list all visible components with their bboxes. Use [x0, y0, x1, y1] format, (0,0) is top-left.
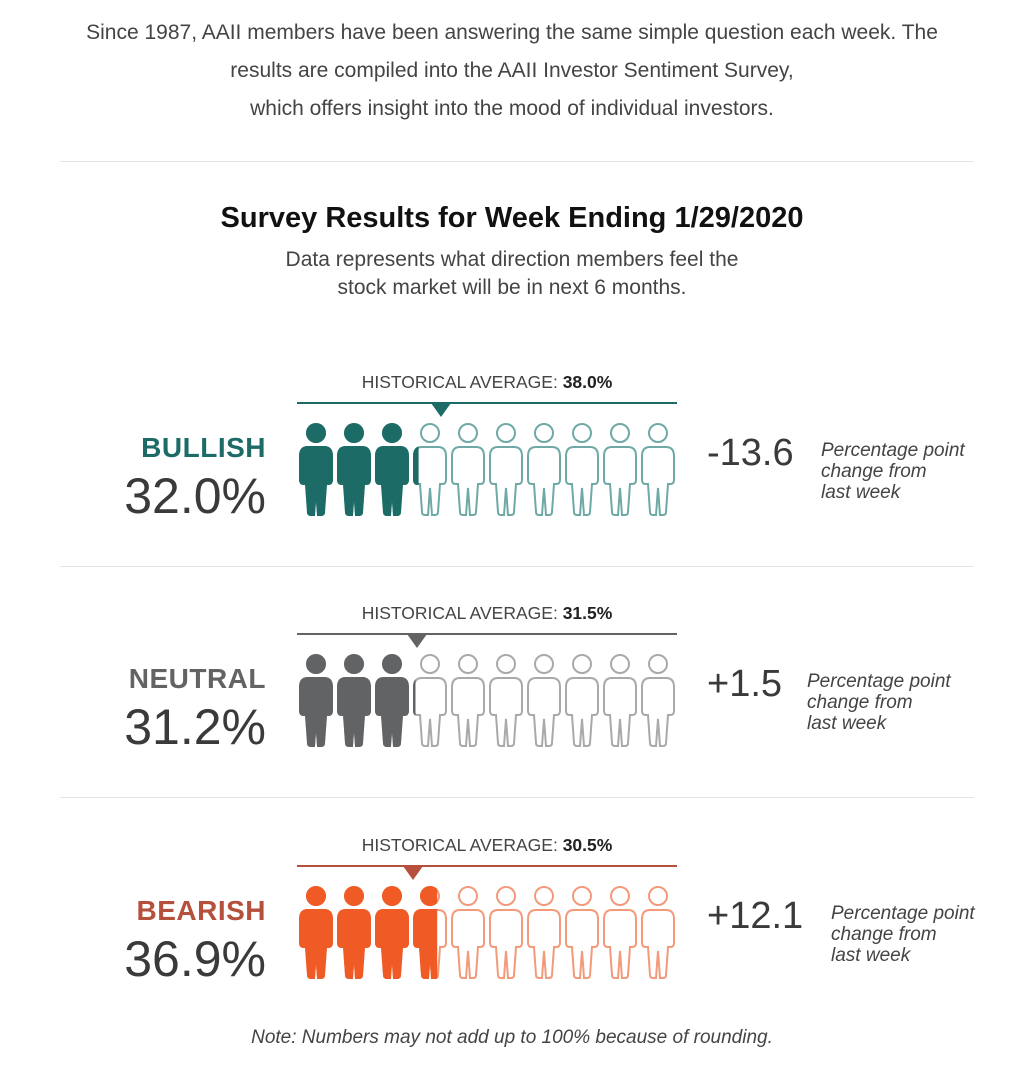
person-icon — [641, 886, 675, 979]
category-label: BEARISH — [136, 895, 266, 926]
historical-average-marker — [431, 403, 452, 417]
person-icon — [413, 654, 447, 747]
category-percentage: 32.0% — [124, 468, 266, 524]
intro-line-2: results are compiled into the AAII Inves… — [230, 59, 794, 82]
weekly-change-value: +1.5 — [707, 663, 783, 705]
historical-average-value: 30.5% — [562, 835, 613, 855]
historical-average-text: HISTORICAL AVERAGE: — [361, 603, 558, 623]
caption-line-1: Percentage point — [821, 440, 965, 461]
pictograph-icons — [299, 423, 675, 516]
historical-average-label: HISTORICAL AVERAGE: 30.5% — [297, 835, 677, 856]
person-icon — [641, 423, 675, 516]
person-icon-filled — [413, 679, 416, 716]
historical-average-line — [297, 865, 677, 867]
caption-line-2: change from — [831, 924, 937, 945]
category-label: NEUTRAL — [128, 663, 266, 694]
pictograph-icons — [299, 654, 675, 747]
historical-average-line — [297, 633, 677, 635]
person-icon — [527, 654, 561, 747]
sentiment-row-bullish: HISTORICAL AVERAGE: 38.0% BULLISH 32.0% … — [0, 372, 1024, 542]
person-icon-filled — [299, 886, 333, 979]
category-percentage: 31.2% — [124, 699, 266, 755]
pictograph-icons — [299, 886, 675, 979]
divider — [60, 797, 974, 798]
person-icon — [603, 423, 637, 516]
sentiment-row-bearish: HISTORICAL AVERAGE: 30.5% BEARISH 36.9% … — [0, 835, 1024, 1005]
historical-average-value: 38.0% — [562, 372, 613, 392]
historical-average-marker — [406, 634, 427, 648]
intro-text: Since 1987, AAII members have been answe… — [0, 14, 1024, 128]
person-icon — [603, 886, 637, 979]
person-icon — [603, 654, 637, 747]
person-icon — [527, 886, 561, 979]
historical-average-marker — [402, 866, 423, 880]
person-icon-filled — [375, 654, 409, 747]
weekly-change-caption: Percentage point change from last week — [821, 440, 1011, 503]
category-label: BULLISH — [141, 432, 266, 463]
caption-line-2: change from — [821, 461, 927, 482]
person-icon — [489, 423, 523, 516]
historical-average-text: HISTORICAL AVERAGE: — [361, 835, 558, 855]
person-icon-filled — [337, 886, 371, 979]
person-icon — [413, 423, 447, 516]
caption-line-3: last week — [821, 482, 901, 503]
sentiment-row-neutral: HISTORICAL AVERAGE: 31.5% NEUTRAL 31.2% … — [0, 603, 1024, 773]
person-icon — [451, 886, 485, 979]
caption-line-3: last week — [831, 945, 911, 966]
historical-average-line — [297, 402, 677, 404]
divider — [60, 566, 974, 567]
person-icon — [565, 886, 599, 979]
person-icon-filled — [337, 654, 371, 747]
caption-line-1: Percentage point — [807, 671, 951, 692]
historical-average-value: 31.5% — [562, 603, 613, 623]
person-icon — [565, 423, 599, 516]
filled-person-icons — [299, 423, 419, 516]
weekly-change-value: -13.6 — [707, 432, 794, 474]
rounding-note: Note: Numbers may not add up to 100% bec… — [251, 1027, 773, 1048]
survey-subtitle-line-1: Data represents what direction members f… — [285, 248, 739, 271]
person-icon — [565, 654, 599, 747]
person-icon — [451, 654, 485, 747]
historical-average-label: HISTORICAL AVERAGE: 38.0% — [297, 372, 677, 393]
person-icon-filled — [299, 654, 333, 747]
intro-line-1: Since 1987, AAII members have been answe… — [86, 21, 938, 44]
weekly-change-caption: Percentage point change from last week — [831, 903, 1021, 966]
survey-subtitle: Data represents what direction members f… — [0, 246, 1024, 302]
person-icon-filled — [375, 886, 409, 979]
weekly-change-caption: Percentage point change from last week — [807, 671, 997, 734]
category-percentage: 36.9% — [124, 931, 266, 987]
person-icon — [489, 654, 523, 747]
caption-line-2: change from — [807, 692, 913, 713]
person-icon-filled — [299, 423, 333, 516]
weekly-change-value: +12.1 — [707, 895, 804, 937]
person-icon-filled — [413, 886, 438, 979]
caption-line-3: last week — [807, 713, 887, 734]
filled-person-icons — [299, 654, 416, 747]
divider — [60, 161, 974, 162]
person-icon — [451, 423, 485, 516]
survey-subtitle-line-2: stock market will be in next 6 months. — [337, 276, 687, 299]
filled-person-icons — [299, 886, 438, 979]
person-icon-filled — [337, 423, 371, 516]
historical-average-label: HISTORICAL AVERAGE: 31.5% — [297, 603, 677, 624]
person-icon — [489, 886, 523, 979]
caption-line-1: Percentage point — [831, 903, 975, 924]
person-icon-filled — [375, 423, 409, 516]
intro-line-3: which offers insight into the mood of in… — [250, 97, 774, 120]
person-icon — [527, 423, 561, 516]
person-icon — [641, 654, 675, 747]
historical-average-text: HISTORICAL AVERAGE: — [361, 372, 558, 392]
person-icon-filled — [413, 446, 419, 485]
survey-title: Survey Results for Week Ending 1/29/2020 — [220, 202, 804, 234]
